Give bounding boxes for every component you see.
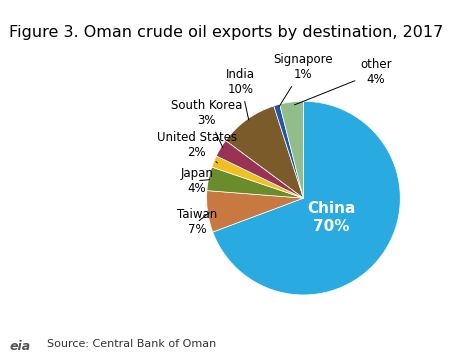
Text: Taiwan
7%: Taiwan 7% [177,208,217,236]
Wedge shape [226,106,303,198]
Text: Signapore
1%: Signapore 1% [274,53,333,107]
Wedge shape [274,104,303,198]
Text: India
10%: India 10% [226,68,255,120]
Text: eia: eia [9,340,30,353]
Wedge shape [212,156,303,198]
Wedge shape [207,167,303,198]
Text: South Korea
3%: South Korea 3% [171,99,242,148]
Wedge shape [280,101,303,198]
Text: Source: Central Bank of Oman: Source: Central Bank of Oman [47,339,216,349]
Wedge shape [213,101,400,295]
Text: Japan
4%: Japan 4% [180,167,213,195]
Wedge shape [206,190,303,232]
Wedge shape [216,140,303,198]
Text: United States
2%: United States 2% [157,131,237,163]
Text: other
4%: other 4% [295,58,392,105]
Text: China
70%: China 70% [307,201,356,234]
Text: Figure 3. Oman crude oil exports by destination, 2017: Figure 3. Oman crude oil exports by dest… [9,25,444,40]
